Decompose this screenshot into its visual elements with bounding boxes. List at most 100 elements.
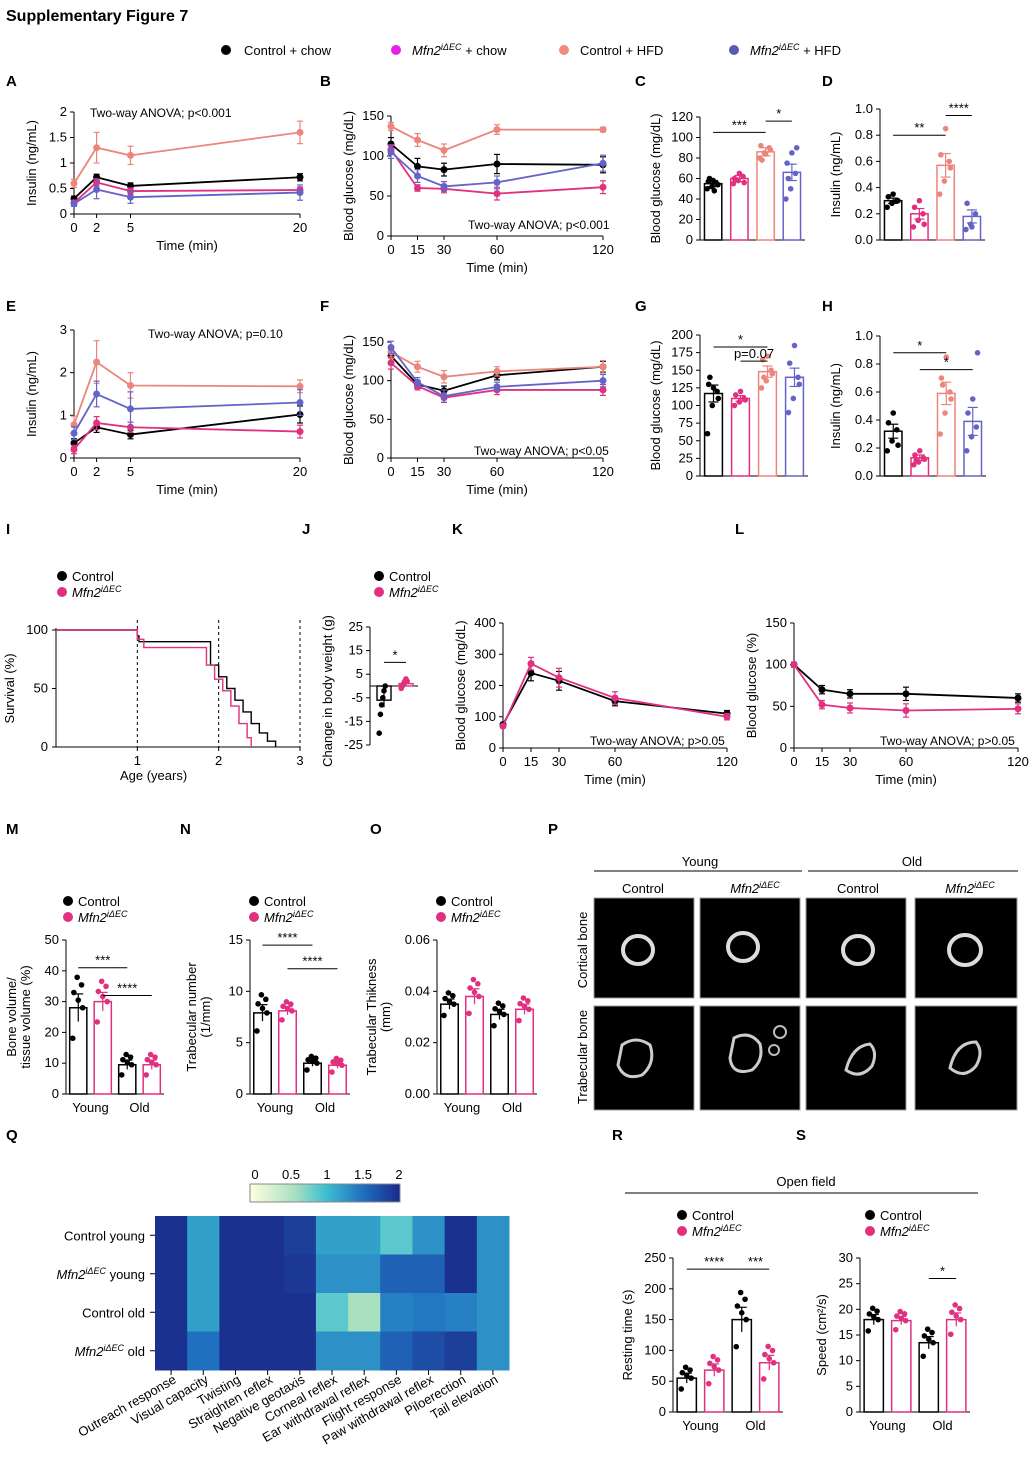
data-point [902,1317,909,1324]
data-point [496,1008,503,1015]
bar [730,397,751,477]
heatmap-cell [187,1254,220,1294]
legend-label-mfn2: Mfn2iΔEC [78,909,128,925]
data-point [715,1367,722,1373]
y-axis-label: Insulin (ng/mL) [24,120,39,206]
y-tick-label: 0 [52,1086,59,1101]
colorbar-tick-label: 1 [323,1167,330,1182]
series-line [73,392,301,434]
data-point [968,434,975,440]
heatmap-cell [476,1216,510,1255]
data-point [937,431,944,437]
y-tick-label: 0.0 [855,232,873,247]
data-point [254,1028,260,1034]
data-point [846,690,854,698]
y-axis-label: Trabecular number [184,962,199,1072]
y-tick-label: 0.8 [855,356,873,371]
data-point [127,381,134,389]
data-point [734,1303,741,1309]
y-tick-label: 100 [26,622,48,637]
data-point [279,1017,285,1023]
data-point [910,224,917,230]
heatmap-cell [315,1331,349,1371]
x-tick-label: 2 [215,753,222,768]
series-line [73,422,301,451]
x-tick-label: 60 [608,754,622,769]
data-point [599,159,607,167]
panel-label-p: P [548,821,558,838]
data-point [792,170,799,177]
legend-marker-control [677,1210,687,1220]
data-point [783,196,789,202]
data-point [493,160,501,168]
data-point [969,396,976,402]
data-point [70,429,78,437]
data-point [123,1051,129,1058]
data-point [767,147,774,153]
data-point [706,175,713,182]
data-point [948,396,954,402]
x-category-label: Young [682,1418,718,1433]
y-tick-label: 50 [370,411,384,426]
x-tick-label: 60 [899,754,913,769]
data-point [387,148,395,156]
x-tick-label: 0 [70,220,77,235]
panel-label-c: C [635,73,646,90]
data-point [921,1333,928,1339]
legend-marker-control [374,571,384,581]
y-tick-label: 0.06 [405,932,430,947]
heatmap-cell [348,1216,381,1255]
bar [253,1012,272,1095]
sig-label: ** [914,120,924,135]
data-point [915,217,921,224]
legend-label-control: Control [451,894,493,909]
legend-label-control: Control [264,894,306,909]
heatmap-cell [444,1254,478,1294]
data-point [964,200,970,207]
y-tick-label: 80 [679,150,693,165]
data-point [339,1062,345,1069]
data-point [765,1343,771,1350]
p-img-trab-old-mfn2 [914,1005,1018,1111]
legend-label-control: Control [72,569,114,584]
data-point [128,1061,135,1068]
y-axis-label: (mm) [378,1002,393,1032]
y-axis-label: tissue volume (%) [18,965,33,1068]
p-row-trabecular: Trabecular bone [575,1010,590,1104]
data-point [475,980,481,987]
data-point [947,1331,954,1338]
data-point [890,410,897,416]
data-point [414,363,421,371]
x-tick-label: 15 [815,754,829,769]
data-point [710,1353,716,1360]
data-point [784,160,790,166]
x-tick-label: 120 [592,464,614,479]
y-tick-label: 10 [229,983,243,998]
data-point [732,392,739,398]
y-axis-label: Change in body weight (g) [320,615,335,767]
data-point [742,1296,748,1303]
sig-label: * [944,355,949,370]
heatmap-cell [187,1216,220,1255]
x-tick-label: 2 [93,220,100,235]
data-point [946,158,953,165]
data-point [442,995,448,1002]
heatmap-row-label: Mfn2iΔEC old [75,1343,145,1359]
y-axis-label: Bone volume/ [4,977,19,1057]
data-point [894,1313,900,1319]
data-point [329,1069,335,1075]
data-point [440,182,448,190]
y-tick-label: 5 [846,1378,853,1393]
legend-marker-mfn2 [436,912,446,922]
x-tick-label: 1 [134,753,141,768]
data-point [95,988,102,995]
panel-j-chart: 25 15 5 -5 -15 -25 Change in body weight (g) * [320,615,418,767]
bar [729,177,749,241]
trabecular-fragment [768,1044,780,1056]
y-tick-label: -25 [344,737,363,752]
data-point [305,1057,311,1063]
data-point [741,179,747,186]
